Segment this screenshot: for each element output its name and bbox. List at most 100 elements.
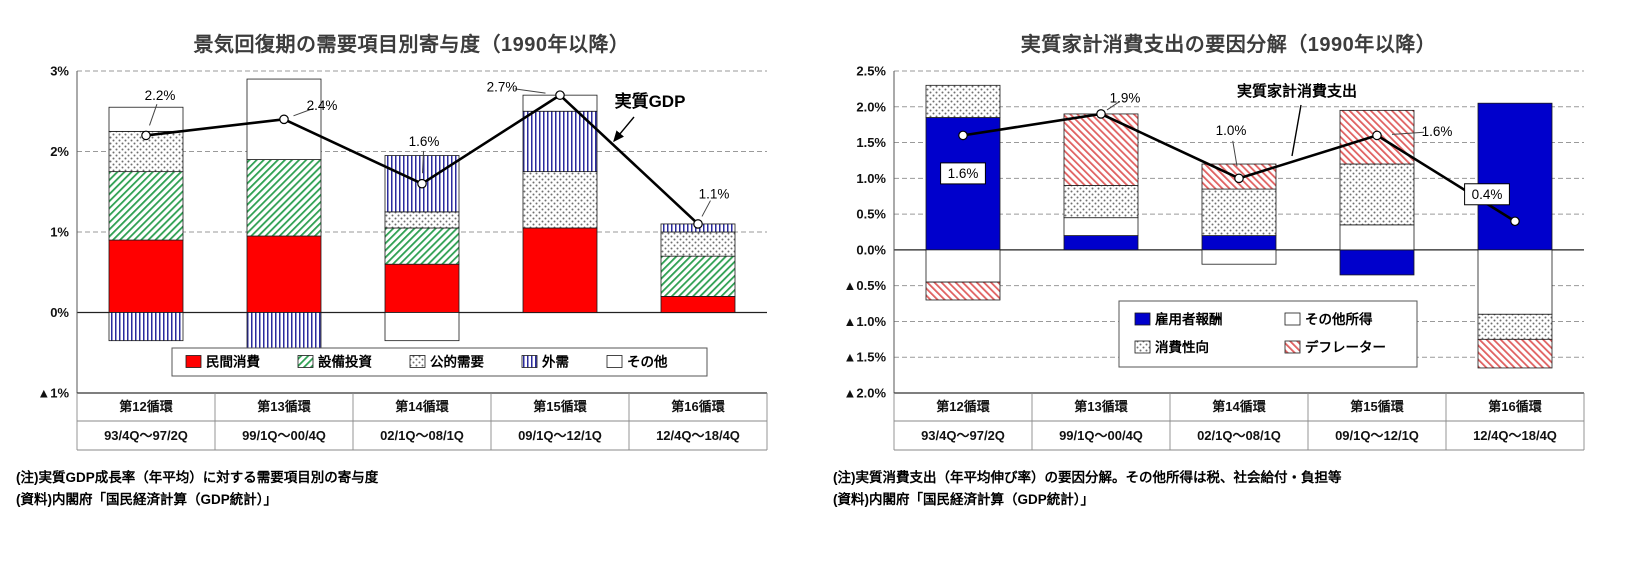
bar-segment bbox=[660, 255, 735, 297]
line-marker bbox=[1095, 109, 1106, 119]
bar-segment bbox=[246, 159, 321, 237]
consumption-chart-note: (注)実質消費支出（年平均伸び率）の要因分解。その他所得は税、社会給付・負担等 bbox=[833, 470, 1342, 485]
y-axis-label: 1% bbox=[50, 225, 69, 240]
legend-swatch bbox=[1134, 340, 1150, 354]
category-period-label: 99/1Q～00/4Q bbox=[242, 428, 326, 443]
legend-label: 設備投資 bbox=[318, 354, 372, 370]
legend-label: その他所得 bbox=[1305, 311, 1373, 327]
gdp-chart-title: 景気回復期の需要項目別寄与度（1990年以降） bbox=[193, 34, 630, 56]
annotation-value-label: 1.9% bbox=[1109, 90, 1140, 105]
y-axis-label: ▲0.5% bbox=[843, 278, 886, 293]
bar-segment bbox=[1477, 338, 1552, 369]
legend-swatch bbox=[1284, 312, 1300, 326]
y-axis-label: 1.0% bbox=[856, 171, 886, 186]
y-axis-label: 1.5% bbox=[856, 135, 886, 150]
bar-segment bbox=[246, 312, 321, 354]
bar-segment bbox=[1063, 235, 1138, 251]
y-axis-label: ▲2.0% bbox=[843, 386, 886, 401]
category-period-label: 93/4Q～97/2Q bbox=[104, 428, 188, 443]
line-marker bbox=[278, 114, 289, 125]
category-cycle-label: 第12循環 bbox=[936, 399, 990, 414]
category-period-label: 93/4Q～97/2Q bbox=[921, 428, 1005, 443]
category-period-label: 12/4Q～18/4Q bbox=[1473, 428, 1557, 443]
legend-label: その他 bbox=[627, 354, 668, 370]
annotation-leader bbox=[292, 107, 314, 117]
annotation-leader bbox=[1106, 101, 1120, 111]
annotation-value-label: 1.6% bbox=[1421, 124, 1452, 139]
legend-label: 消費性向 bbox=[1155, 339, 1209, 355]
legend-label: 雇用者報酬 bbox=[1155, 311, 1223, 327]
annotation-leader bbox=[514, 88, 546, 94]
legend-swatch bbox=[409, 355, 425, 368]
bar-segment bbox=[925, 249, 1000, 283]
series-label-arrow bbox=[612, 116, 635, 143]
bar-segment bbox=[660, 231, 735, 257]
annotation-value-label: 1.0% bbox=[1215, 123, 1246, 138]
category-period-label: 09/1Q～12/1Q bbox=[518, 428, 602, 443]
category-cycle-label: 第14循環 bbox=[395, 399, 449, 414]
gdp-contribution-chart-canvas: 3% 2% 1% 0% ▲1% 第12循環 93/4Q～97/2Q 第13循環 99/1Q～00… bbox=[22, 61, 802, 458]
bar-segment bbox=[384, 211, 459, 229]
line-marker bbox=[416, 178, 427, 189]
line-marker bbox=[957, 130, 968, 141]
legend-swatch bbox=[1284, 340, 1300, 354]
category-cycle-label: 第12循環 bbox=[119, 399, 173, 414]
bar-segment bbox=[1477, 102, 1552, 251]
bar-segment bbox=[1339, 224, 1414, 251]
annotation-value-label: 1.1% bbox=[698, 186, 729, 201]
category-period-label: 09/1Q～12/1Q bbox=[1335, 428, 1419, 443]
annotation-box bbox=[939, 162, 986, 185]
consumption-chart-title: 実質家計消費支出の要因分解（1990年以降） bbox=[1020, 34, 1437, 56]
category-cycle-label: 第13循環 bbox=[1074, 399, 1128, 414]
bar-segment bbox=[108, 171, 183, 241]
annotation-box bbox=[1463, 183, 1510, 206]
line-series-label: 実質GDP bbox=[614, 91, 685, 111]
report-figures: 景気回復期の需要項目別寄与度（1990年以降） 3% 2% 1% 0% ▲1% 第12循環… bbox=[16, 6, 1624, 513]
y-axis-label: ▲1.5% bbox=[843, 350, 886, 365]
line-marker bbox=[1509, 216, 1520, 227]
y-axis-label: 2.0% bbox=[856, 99, 886, 114]
bar-segment bbox=[384, 227, 459, 265]
annotation-leader bbox=[1391, 131, 1424, 135]
bar-segment bbox=[925, 84, 1000, 118]
bar-segment bbox=[1063, 185, 1138, 219]
consumption-decomposition-panel: 実質家計消費支出の要因分解（1990年以降） 2.5% 2.0% 1.5% 1.0% 0… bbox=[833, 6, 1624, 513]
category-period-label: 02/1Q～08/1Q bbox=[380, 428, 464, 443]
bar-segment bbox=[1477, 313, 1552, 340]
annotation-value-label: 1.6% bbox=[947, 166, 978, 181]
y-axis-label: ▲1.0% bbox=[843, 314, 886, 329]
category-cycle-label: 第16循環 bbox=[1488, 399, 1542, 414]
bar-segment bbox=[108, 312, 183, 342]
bar-segment bbox=[384, 263, 459, 313]
y-axis-label: 2% bbox=[50, 144, 69, 159]
y-axis-label: 0% bbox=[50, 305, 69, 320]
chart-svg: 2.5% 2.0% 1.5% 1.0% 0.5% 0.0% ▲0.5% ▲1.0% ▲1.5% ▲… bbox=[843, 64, 1584, 451]
bar-segment bbox=[108, 106, 183, 132]
chart-svg: 3% 2% 1% 0% ▲1% 第12循環 93/4Q～97/2Q 第13循環 99/1Q～00… bbox=[37, 64, 767, 451]
annotation-value-label: 0.4% bbox=[1471, 187, 1502, 202]
legend-swatch bbox=[606, 355, 622, 368]
bar-segment bbox=[1063, 217, 1138, 236]
annotation-value-label: 2.7% bbox=[486, 80, 517, 95]
gdp-contribution-panel: 景気回復期の需要項目別寄与度（1990年以降） 3% 2% 1% 0% ▲1% 第12循環… bbox=[16, 6, 807, 513]
line-series-label: 実質家計消費支出 bbox=[1236, 82, 1356, 100]
bar-segment bbox=[1339, 163, 1414, 226]
legend-swatch bbox=[521, 355, 537, 368]
gdp-chart-note: (注)実質GDP成長率（年平均）に対する需要項目別の寄与度 bbox=[16, 470, 379, 485]
y-axis-label: 0.0% bbox=[856, 242, 886, 257]
bar-segment bbox=[522, 227, 597, 313]
legend-label: 外需 bbox=[542, 354, 569, 370]
gdp-chart-notes: (注)実質GDP成長率（年平均）に対する需要項目別の寄与度 (資料)内閣府「国民… bbox=[16, 468, 807, 511]
annotation-leader bbox=[1231, 140, 1237, 167]
legend-box bbox=[1118, 300, 1417, 368]
bar-segment bbox=[660, 295, 735, 313]
legend-label: 民間消費 bbox=[206, 354, 260, 370]
line-marker bbox=[554, 90, 565, 100]
annotation-leader bbox=[701, 200, 711, 217]
consumption-chart-source: (資料)内閣府「国民経済計算（GDP統計）」 bbox=[833, 492, 1094, 508]
line-marker bbox=[1233, 173, 1244, 184]
y-axis-label: 0.5% bbox=[856, 207, 886, 222]
category-cycle-label: 第15循環 bbox=[533, 399, 587, 414]
category-period-label: 02/1Q～08/1Q bbox=[1197, 428, 1281, 443]
legend-swatch bbox=[185, 355, 201, 368]
